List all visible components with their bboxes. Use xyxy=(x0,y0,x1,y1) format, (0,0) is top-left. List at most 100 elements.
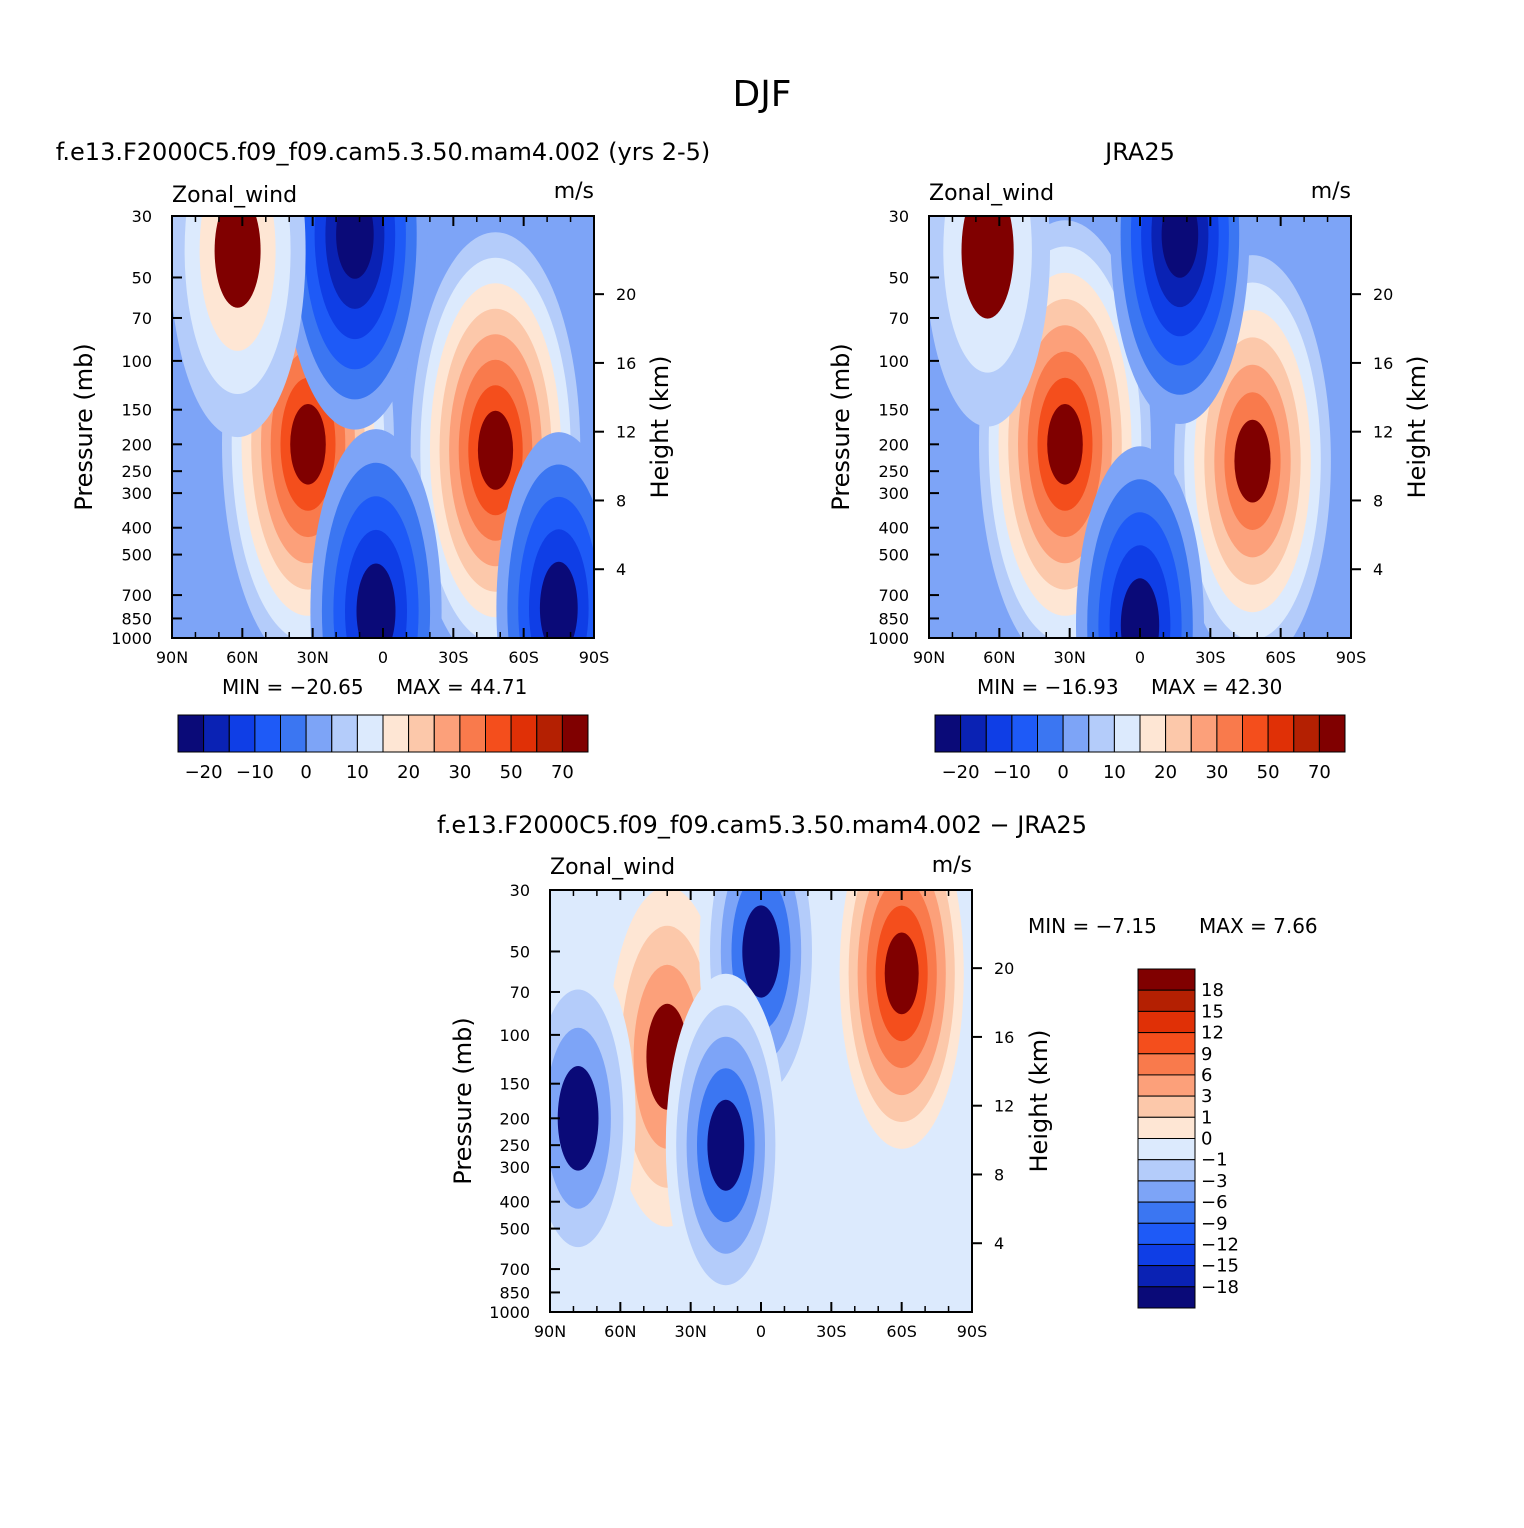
x-tick-label: 60N xyxy=(604,1322,636,1341)
y2-tick-label: 16 xyxy=(616,354,636,373)
y-tick-label: 1000 xyxy=(111,629,152,648)
colorbar-label: 50 xyxy=(500,762,523,783)
x-tick-label: 30S xyxy=(816,1322,847,1341)
colorbar-box xyxy=(331,714,358,753)
colorbar-label: −9 xyxy=(1201,1213,1228,1234)
colorbar-box xyxy=(1137,1265,1196,1288)
y-tick-label: 1000 xyxy=(868,629,909,648)
y-tick-label: 250 xyxy=(121,462,152,481)
y-tick-label: 250 xyxy=(499,1136,530,1155)
x-tick-label: 0 xyxy=(1135,648,1145,667)
variable-label: Zonal_wind xyxy=(929,181,1054,206)
contour-band xyxy=(1234,419,1271,503)
x-tick-label: 30N xyxy=(297,648,329,667)
contour-band xyxy=(961,216,1014,319)
colorbar-box xyxy=(960,714,987,753)
y2-tick-label: 16 xyxy=(1373,354,1393,373)
colorbar-box xyxy=(280,714,307,753)
y-axis-title: Pressure (mb) xyxy=(827,343,855,510)
colorbar-label: −12 xyxy=(1201,1234,1239,1255)
colorbar-box xyxy=(1062,714,1090,753)
figure-title: DJF xyxy=(732,74,791,115)
y-tick-label: 150 xyxy=(121,401,152,420)
contour-band xyxy=(1047,404,1083,485)
colorbar-box xyxy=(228,714,256,753)
panel-title: f.e13.F2000C5.f09_f09.cam5.3.50.mam4.002… xyxy=(56,138,711,166)
min-label: MIN = −16.93 xyxy=(977,675,1119,699)
colorbar-box xyxy=(1037,714,1064,753)
x-tick-label: 60S xyxy=(508,648,539,667)
colorbar-box xyxy=(1011,714,1039,753)
y-tick-label: 400 xyxy=(121,519,152,538)
colorbar-label: 12 xyxy=(1201,1023,1224,1044)
colorbar-box xyxy=(433,714,461,753)
y-tick-label: 50 xyxy=(889,268,909,287)
contour-field xyxy=(550,890,964,1312)
y-tick-label: 300 xyxy=(121,484,152,503)
colorbar-label: 9 xyxy=(1201,1044,1212,1065)
y-tick-label: 850 xyxy=(499,1283,530,1302)
colorbar-box xyxy=(1137,989,1196,1012)
x-tick-label: 30N xyxy=(1054,648,1086,667)
colorbar-box xyxy=(1137,1074,1196,1097)
y-tick-label: 300 xyxy=(499,1158,530,1177)
colorbar-label: −10 xyxy=(993,762,1031,783)
y-tick-label: 30 xyxy=(510,881,530,900)
y2-tick-label: 16 xyxy=(994,1028,1014,1047)
y-axis-title: Pressure (mb) xyxy=(449,1017,477,1184)
panel-model: f.e13.F2000C5.f09_f09.cam5.3.50.mam4.002… xyxy=(56,138,711,783)
colorbar-box xyxy=(382,714,410,753)
x-tick-label: 90S xyxy=(579,648,610,667)
colorbar-label: 0 xyxy=(1201,1129,1212,1150)
y-tick-label: 700 xyxy=(121,586,152,605)
y-tick-label: 250 xyxy=(878,462,909,481)
panel-title: JRA25 xyxy=(1103,138,1175,166)
contour-band xyxy=(356,563,396,638)
colorbar-box xyxy=(1293,714,1320,753)
y-tick-label: 100 xyxy=(878,352,909,371)
colorbar-box xyxy=(1137,1053,1196,1076)
x-tick-label: 30S xyxy=(438,648,469,667)
x-tick-label: 30S xyxy=(1195,648,1226,667)
y-tick-label: 700 xyxy=(878,586,909,605)
axes: 90N 60N 30N 0 30S 60S 90S 30 50 70 100 150 200 250 300… xyxy=(111,207,636,667)
colorbar-box xyxy=(459,714,486,753)
colorbar-box xyxy=(1137,1159,1196,1182)
contour-band xyxy=(214,216,261,308)
colorbar-box xyxy=(1113,714,1141,753)
y2-tick-label: 12 xyxy=(616,423,636,442)
units-label: m/s xyxy=(932,853,972,878)
y-tick-label: 50 xyxy=(132,268,152,287)
y-tick-label: 70 xyxy=(510,983,530,1002)
y2-axis-title: Height (km) xyxy=(1403,356,1431,499)
y2-tick-label: 8 xyxy=(994,1165,1004,1184)
colorbar-label: −10 xyxy=(236,762,274,783)
max-label: MAX = 44.71 xyxy=(396,675,527,699)
colorbar-box xyxy=(1137,1138,1196,1161)
y-tick-label: 700 xyxy=(499,1260,530,1279)
panel-obs: JRA25 Zonal_wind m/s 90N 60N 30N 0 30S 60S 90S… xyxy=(827,138,1431,783)
variable-label: Zonal_wind xyxy=(550,855,675,880)
colorbar-label: 20 xyxy=(1154,762,1177,783)
y-tick-label: 30 xyxy=(889,207,909,226)
colorbar-label: 6 xyxy=(1201,1065,1212,1086)
y2-tick-label: 20 xyxy=(616,285,636,304)
colorbar-box xyxy=(1137,1010,1196,1034)
colorbar: −20 −10 0 10 20 30 50 70 xyxy=(177,714,589,783)
colorbar-label: 70 xyxy=(1308,762,1331,783)
colorbar-box xyxy=(1137,1286,1196,1309)
axes: 90N 60N 30N 0 30S 60S 90S 30 50 70 100 150 200 250 300… xyxy=(489,881,1014,1341)
contour-band xyxy=(884,932,919,1015)
x-tick-label: 90S xyxy=(957,1322,988,1341)
colorbar-box xyxy=(1165,714,1192,753)
colorbar-box xyxy=(1137,1180,1196,1203)
x-tick-label: 30N xyxy=(675,1322,707,1341)
colorbar-box xyxy=(177,714,205,753)
colorbar-box xyxy=(1318,714,1346,753)
x-tick-label: 60S xyxy=(886,1322,917,1341)
colorbar-box xyxy=(934,714,962,753)
y-tick-label: 200 xyxy=(121,435,152,454)
x-tick-label: 90N xyxy=(156,648,188,667)
max-label: MAX = 7.66 xyxy=(1199,914,1318,938)
